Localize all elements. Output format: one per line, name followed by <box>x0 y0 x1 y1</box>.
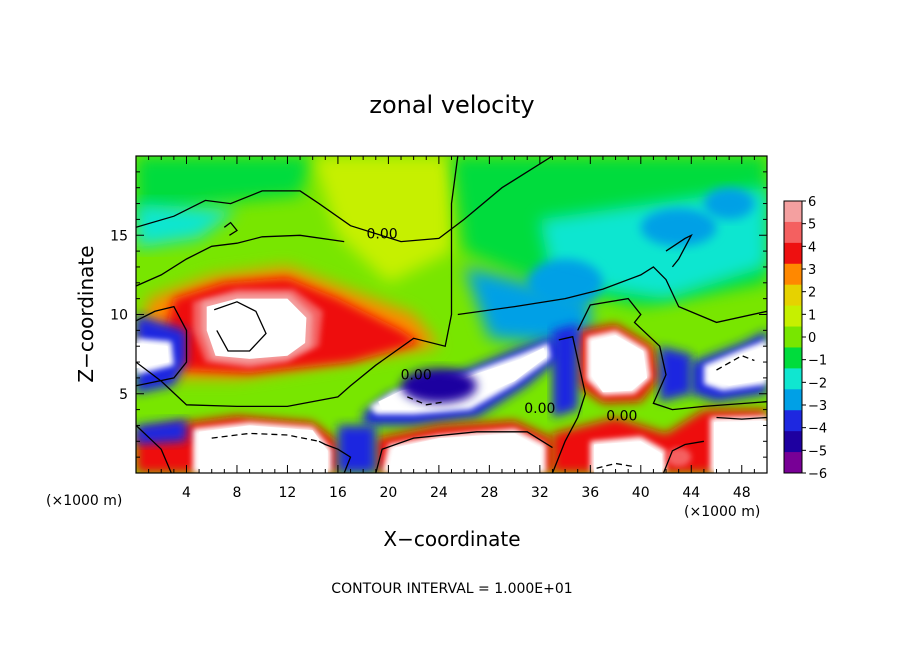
field-region <box>552 324 578 418</box>
contour-line <box>136 156 553 243</box>
field-region <box>136 156 313 220</box>
x-unit-left: (×1000 m) <box>46 493 122 509</box>
contour-line <box>136 234 345 287</box>
colorbar-swatch <box>784 389 802 411</box>
colorbar-label: 2 <box>808 286 816 301</box>
contour-label: 0.00 <box>524 401 555 417</box>
contour-label: 0.00 <box>401 367 432 383</box>
x-tick-label: 32 <box>531 485 549 501</box>
contour-line <box>223 221 238 236</box>
contour-line <box>407 396 446 406</box>
x-tick-label: 40 <box>632 485 650 501</box>
x-tick-label: 44 <box>682 485 700 501</box>
colorbar-swatch <box>784 284 802 307</box>
x-axis: 4 8 12 16 20 24 28 32 36 40 44 48 <box>148 156 755 501</box>
colorbar-label: −2 <box>808 376 827 391</box>
colorbar-swatch <box>784 452 802 474</box>
contour-line <box>662 440 705 473</box>
colorbar-swatch <box>784 221 802 244</box>
colorbar-label: 6 <box>808 195 816 210</box>
contour-line <box>457 266 767 324</box>
contour-labels: 0.00 0.00 0.00 0.00 <box>367 226 638 425</box>
contour-line <box>136 424 172 473</box>
colorbar-swatch <box>784 242 802 265</box>
contour-label: 0.00 <box>367 226 398 242</box>
field-region <box>591 335 648 393</box>
x-tick-label: 48 <box>733 485 751 501</box>
contour-label: 0.00 <box>606 409 637 425</box>
colorbar: 6 5 4 3 2 1 0 −1 −2 −3 −4 −5 −6 <box>783 195 827 482</box>
field-region <box>401 368 477 404</box>
colorbar-label: 1 <box>808 308 816 323</box>
x-tick-label: 12 <box>279 485 297 501</box>
contour-line <box>318 440 352 473</box>
field-region <box>714 420 767 473</box>
colorbar-label: −3 <box>808 399 827 414</box>
x-tick-label: 4 <box>182 485 191 501</box>
y-tick-label: 5 <box>119 387 128 403</box>
field-region <box>312 156 452 283</box>
chart-title: zonal velocity <box>369 91 534 119</box>
colorbar-label: 3 <box>808 263 816 278</box>
colorbar-swatch <box>784 305 802 328</box>
field-region <box>337 425 376 473</box>
colorbar-label: 4 <box>808 240 816 255</box>
contour-line <box>211 432 320 442</box>
field-region <box>388 433 540 473</box>
colorbar-swatch <box>784 201 802 223</box>
field-region <box>710 346 767 386</box>
contour-lines <box>136 156 767 473</box>
contour-line <box>665 233 693 268</box>
contour-line <box>213 301 267 352</box>
contour-line <box>136 305 188 387</box>
x-unit-right: (×1000 m) <box>684 504 760 520</box>
contour-line <box>551 335 586 473</box>
colorbar-swatch <box>784 263 802 286</box>
colorbar-swatch <box>784 431 802 453</box>
field-region <box>136 343 169 369</box>
colorbar-swatch <box>784 410 802 432</box>
footer-contour-interval: CONTOUR INTERVAL = 1.000E+01 <box>331 581 572 597</box>
field-region <box>464 266 591 347</box>
colorbar-label: 0 <box>808 331 816 346</box>
colorbar-label: −6 <box>808 467 827 482</box>
colorbar-label: 5 <box>808 218 816 233</box>
colorbar-swatch <box>784 368 802 390</box>
contour-line <box>375 431 553 473</box>
colorbar-swatch <box>784 347 802 369</box>
x-tick-label: 24 <box>430 485 448 501</box>
y-axis-label: Z−coordinate <box>74 245 98 382</box>
field-region <box>136 203 237 248</box>
y-tick-label: 10 <box>110 308 128 324</box>
contour-line <box>716 416 767 420</box>
y-tick-label: 15 <box>110 228 128 244</box>
x-tick-label: 28 <box>480 485 498 501</box>
x-tick-label: 16 <box>329 485 347 501</box>
colorbar-label: −5 <box>808 444 827 459</box>
field-region <box>659 346 692 402</box>
field-region <box>206 298 307 359</box>
x-axis-label: X−coordinate <box>383 527 520 551</box>
x-tick-label: 8 <box>232 485 241 501</box>
colorbar-label: −1 <box>808 354 827 369</box>
field-region <box>199 425 328 473</box>
colorbar-label: −4 <box>808 422 827 437</box>
contour-line <box>136 156 459 408</box>
colorbar-swatch <box>784 326 802 348</box>
contour-line <box>596 462 635 469</box>
x-tick-label: 36 <box>581 485 599 501</box>
field-region <box>703 187 755 220</box>
x-tick-label: 20 <box>379 485 397 501</box>
field-region <box>640 208 717 247</box>
contour-line <box>577 297 767 411</box>
y-axis: 5 10 15 <box>110 171 767 458</box>
